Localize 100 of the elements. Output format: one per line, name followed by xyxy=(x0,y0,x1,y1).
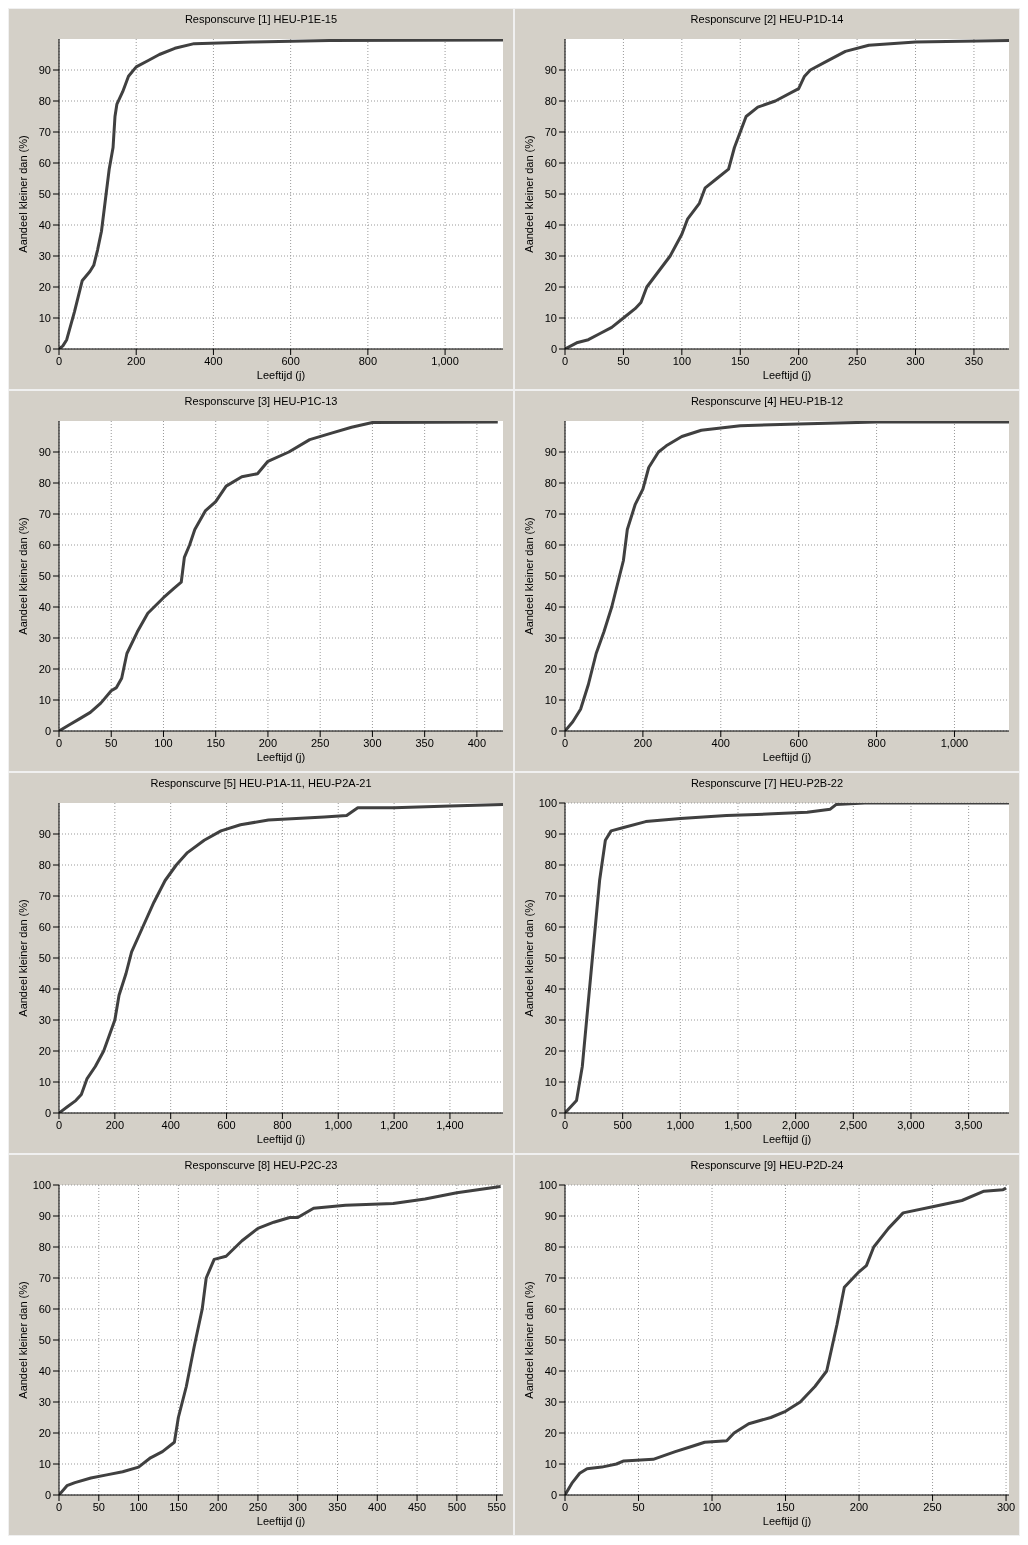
y-tick-label: 90 xyxy=(38,445,51,458)
x-tick-label: 200 xyxy=(633,736,653,749)
y-tick-label: 40 xyxy=(38,982,51,995)
chart-title: Responscurve [1] HEU-P1E-15 xyxy=(183,12,339,27)
x-tick-label: 1,400 xyxy=(436,1118,464,1131)
y-tick-label: 20 xyxy=(544,1426,557,1439)
y-tick-label: 80 xyxy=(544,858,557,871)
x-tick-label: 600 xyxy=(789,736,808,749)
chart-title: Responscurve [4] HEU-P1B-12 xyxy=(689,394,845,409)
y-tick-label: 10 xyxy=(544,311,557,324)
x-tick-label: 1,000 xyxy=(431,354,459,367)
y-tick-label: 30 xyxy=(544,249,557,262)
x-tick-label: 250 xyxy=(847,354,867,367)
x-tick-label: 250 xyxy=(923,1500,942,1513)
y-tick-label: 0 xyxy=(44,1106,51,1119)
y-tick-label: 0 xyxy=(44,342,51,355)
y-tick-label: 80 xyxy=(38,476,51,489)
y-tick-label: 40 xyxy=(38,218,51,231)
x-tick-label: 200 xyxy=(105,1118,125,1131)
y-tick-label: 70 xyxy=(544,507,557,520)
y-tick-label: 40 xyxy=(544,1364,557,1377)
y-tick-label: 60 xyxy=(38,538,51,551)
x-tick-label: 0 xyxy=(561,736,569,749)
y-tick-label: 0 xyxy=(550,724,557,737)
x-tick-label: 800 xyxy=(358,354,378,367)
y-tick-label: 50 xyxy=(544,1333,557,1346)
y-tick-label: 100 xyxy=(32,1178,51,1191)
y-tick-label: 40 xyxy=(544,218,557,231)
x-tick-label: 350 xyxy=(328,1500,347,1513)
x-tick-label: 50 xyxy=(105,736,118,749)
y-tick-label: 30 xyxy=(38,249,51,262)
y-tick-label: 50 xyxy=(38,187,51,200)
x-tick-label: 350 xyxy=(964,354,984,367)
x-tick-label: 0 xyxy=(561,354,569,367)
x-tick-label: 500 xyxy=(613,1118,632,1131)
y-tick-label: 0 xyxy=(550,1106,557,1119)
x-tick-label: 0 xyxy=(561,1500,569,1513)
y-tick-label: 50 xyxy=(38,569,51,582)
x-tick-label: 450 xyxy=(407,1500,427,1513)
x-tick-label: 100 xyxy=(672,354,692,367)
y-tick-label: 90 xyxy=(544,1209,557,1222)
x-tick-label: 50 xyxy=(632,1500,645,1513)
y-tick-label: 10 xyxy=(544,1075,557,1088)
y-tick-label: 10 xyxy=(38,1075,51,1088)
x-tick-label: 550 xyxy=(487,1500,506,1513)
y-tick-label: 60 xyxy=(38,1302,51,1315)
y-tick-label: 10 xyxy=(544,1457,557,1470)
y-tick-label: 40 xyxy=(38,1364,51,1377)
x-tick-label: 300 xyxy=(906,354,925,367)
y-tick-label: 90 xyxy=(544,445,557,458)
y-tick-label: 70 xyxy=(544,125,557,138)
y-axis-title: Aandeel kleiner dan (%) xyxy=(522,135,535,253)
x-tick-label: 0 xyxy=(55,1118,63,1131)
y-tick-label: 60 xyxy=(544,1302,557,1315)
y-tick-label: 40 xyxy=(544,600,557,613)
y-tick-label: 90 xyxy=(38,63,51,76)
y-tick-label: 20 xyxy=(38,280,51,293)
x-tick-label: 1,200 xyxy=(380,1118,408,1131)
x-axis-title: Leeftijd (j) xyxy=(256,1515,306,1527)
x-tick-label: 200 xyxy=(258,736,278,749)
y-tick-label: 70 xyxy=(544,889,557,902)
y-tick-label: 50 xyxy=(38,1333,51,1346)
x-tick-label: 300 xyxy=(288,1500,307,1513)
y-axis-title: Aandeel kleiner dan (%) xyxy=(16,899,29,1017)
x-tick-label: 400 xyxy=(204,354,223,367)
y-tick-label: 0 xyxy=(550,342,557,355)
y-tick-label: 20 xyxy=(38,1426,51,1439)
x-tick-label: 2,000 xyxy=(781,1118,810,1131)
x-tick-label: 1,000 xyxy=(666,1118,695,1131)
y-tick-label: 20 xyxy=(544,1044,557,1057)
x-tick-label: 200 xyxy=(208,1500,228,1513)
x-tick-label: 500 xyxy=(447,1500,467,1513)
x-tick-label: 0 xyxy=(55,1500,63,1513)
chart-title: Responscurve [9] HEU-P2D-24 xyxy=(689,1158,845,1173)
x-tick-label: 0 xyxy=(55,354,63,367)
y-tick-label: 70 xyxy=(544,1271,557,1284)
x-tick-label: 1,000 xyxy=(324,1118,353,1131)
x-tick-label: 250 xyxy=(248,1500,268,1513)
x-tick-label: 1,500 xyxy=(724,1118,752,1131)
x-tick-label: 150 xyxy=(206,736,225,749)
y-tick-label: 40 xyxy=(38,600,51,613)
x-tick-label: 0 xyxy=(561,1118,569,1131)
chart-title: Responscurve [5] HEU-P1A-11, HEU-P2A-21 xyxy=(149,776,373,791)
x-tick-label: 300 xyxy=(996,1500,1016,1513)
y-tick-label: 10 xyxy=(38,693,51,706)
x-tick-label: 1,000 xyxy=(940,736,969,749)
y-tick-label: 60 xyxy=(38,920,51,933)
y-tick-label: 70 xyxy=(38,507,51,520)
y-tick-label: 10 xyxy=(38,1457,51,1470)
y-tick-label: 80 xyxy=(544,476,557,489)
x-tick-label: 400 xyxy=(368,1500,387,1513)
y-tick-label: 0 xyxy=(550,1488,557,1501)
x-tick-label: 50 xyxy=(92,1500,105,1513)
x-tick-label: 100 xyxy=(129,1500,148,1513)
x-tick-label: 250 xyxy=(311,736,330,749)
x-tick-label: 200 xyxy=(127,354,146,367)
y-tick-label: 80 xyxy=(38,94,51,107)
x-tick-label: 150 xyxy=(731,354,750,367)
x-tick-label: 800 xyxy=(273,1118,292,1131)
y-tick-label: 20 xyxy=(38,662,51,675)
